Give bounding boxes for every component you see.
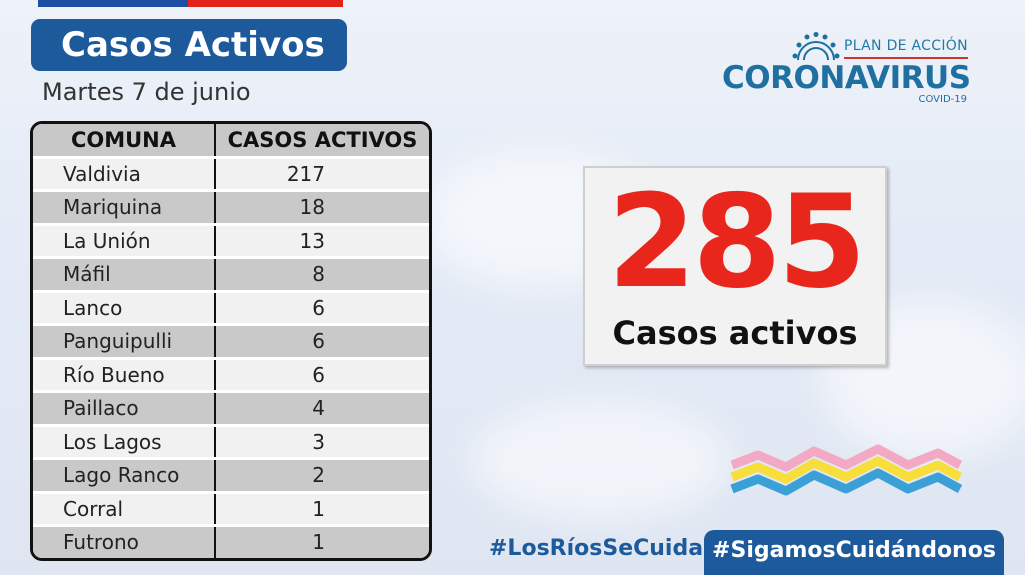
cell-comuna: Río Bueno: [33, 358, 216, 393]
total-cases-number: 285: [607, 168, 866, 317]
cell-casos: 1: [215, 492, 429, 527]
cell-comuna: Lanco: [33, 291, 216, 326]
table-row: Paillaco 4: [33, 391, 429, 427]
table-header-row: COMUNA CASOS ACTIVOS: [33, 124, 429, 159]
flag-bar-red: [188, 0, 343, 7]
cell-casos: 6: [215, 324, 429, 360]
virus-icon: [792, 32, 840, 61]
cell-comuna: Mariquina: [33, 190, 216, 226]
logo-plan-text: PLAN DE ACCIÓN: [844, 38, 968, 54]
page-title: Casos Activos: [31, 19, 347, 71]
column-header-casos: CASOS ACTIVOS: [215, 124, 429, 159]
region-zigzag-emblem: [730, 444, 963, 496]
cell-casos: 2: [215, 458, 429, 494]
table-row: Mariquina 18: [33, 190, 429, 226]
cell-casos: 8: [215, 257, 429, 293]
cell-casos: 13: [215, 224, 429, 259]
table-row: Río Bueno 6: [33, 358, 429, 393]
logo-main-text: CORONAVIRUS: [722, 60, 971, 96]
table-row: La Unión 13: [33, 224, 429, 259]
cell-casos: 3: [215, 425, 429, 460]
coronavirus-logo: PLAN DE ACCIÓN CORONAVIRUS COVID-19: [722, 32, 972, 112]
cell-casos: 4: [215, 391, 429, 427]
table-row: Máfil 8: [33, 257, 429, 293]
total-cases-card: 285 Casos activos: [583, 166, 887, 366]
cell-casos: 217: [215, 157, 429, 192]
report-date: Martes 7 de junio: [42, 78, 251, 106]
cell-comuna: Valdivia: [33, 157, 216, 192]
cell-comuna: Corral: [33, 492, 216, 527]
table-row: Futrono 1: [33, 525, 429, 558]
flag-bar: [38, 0, 343, 7]
cell-casos: 18: [215, 190, 429, 226]
cell-casos: 6: [215, 291, 429, 326]
cell-comuna: Paillaco: [33, 391, 216, 427]
hashtag-los-rios: #LosRíosSeCuida: [489, 536, 704, 561]
table-row: Lago Ranco 2: [33, 458, 429, 494]
cell-comuna: Los Lagos: [33, 425, 216, 460]
table-row: Valdivia 217: [33, 157, 429, 192]
total-cases-label: Casos activos: [612, 314, 858, 352]
logo-underline: [844, 57, 968, 59]
logo-sub-text: COVID-19: [918, 94, 967, 105]
column-header-comuna: COMUNA: [33, 124, 216, 159]
cell-comuna: Máfil: [33, 257, 216, 293]
table-row: Los Lagos 3: [33, 425, 429, 460]
table-row: Corral 1: [33, 492, 429, 527]
cases-table: COMUNA CASOS ACTIVOS Valdivia 217 Mariqu…: [30, 121, 432, 561]
cell-casos: 1: [215, 525, 429, 558]
cell-comuna: Panguipulli: [33, 324, 216, 360]
flag-bar-blue: [38, 0, 188, 7]
cell-casos: 6: [215, 358, 429, 393]
table-row: Lanco 6: [33, 291, 429, 326]
cell-comuna: Lago Ranco: [33, 458, 216, 494]
hashtag-sigamos: #SigamosCuidándonos: [704, 530, 1004, 575]
cell-comuna: La Unión: [33, 224, 216, 259]
cell-comuna: Futrono: [33, 525, 216, 558]
table-row: Panguipulli 6: [33, 324, 429, 360]
